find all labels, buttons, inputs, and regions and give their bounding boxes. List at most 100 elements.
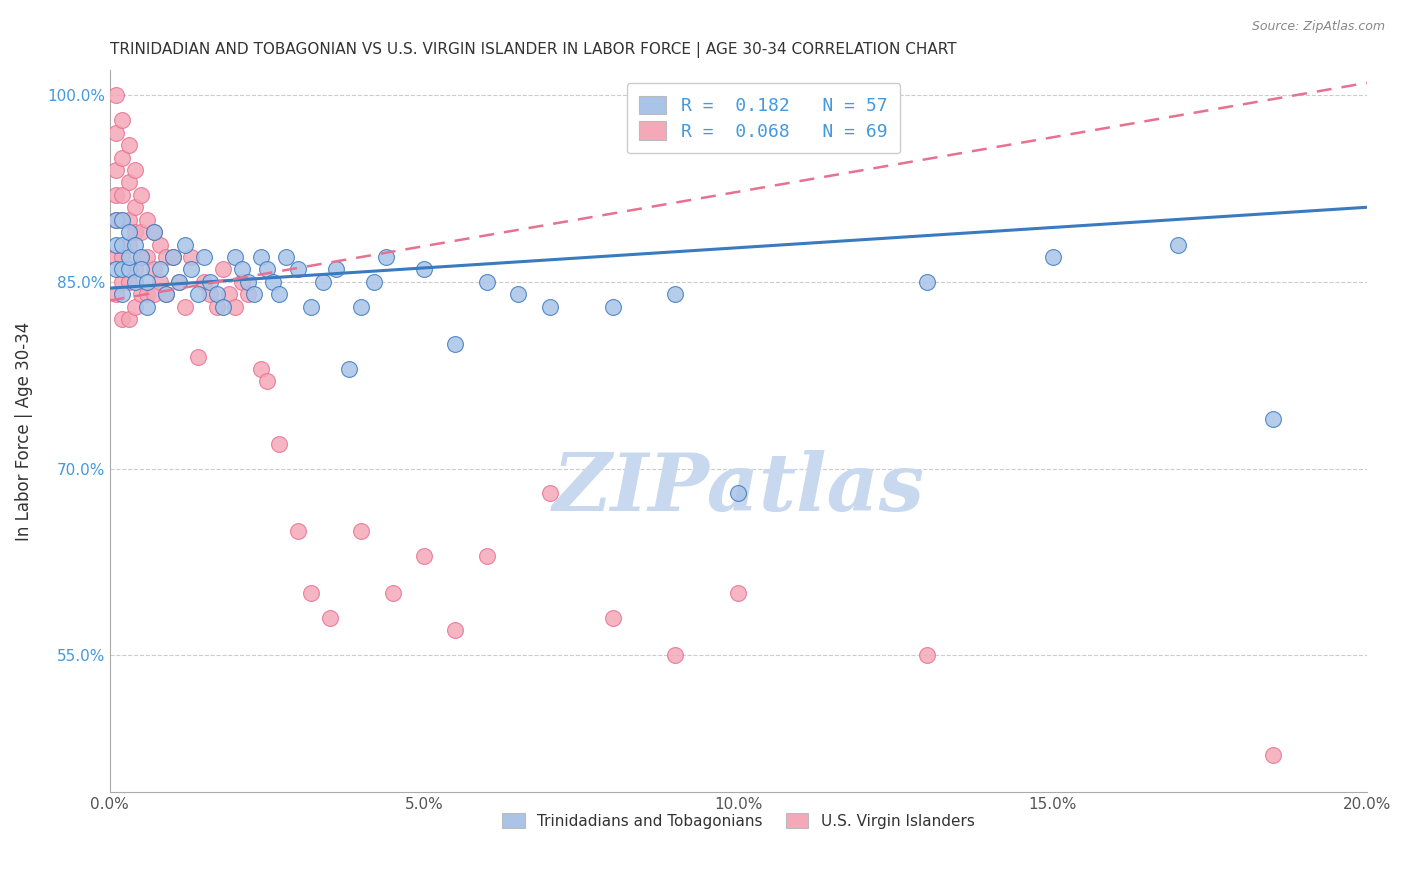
- Point: [413, 262, 436, 277]
- Point: [475, 549, 498, 563]
- Point: [105, 287, 128, 301]
- Point: [602, 611, 624, 625]
- Point: [350, 524, 373, 538]
- Point: [200, 287, 222, 301]
- Point: [218, 287, 240, 301]
- Point: [1261, 411, 1284, 425]
- Point: [444, 624, 467, 638]
- Point: [105, 163, 128, 178]
- Point: [136, 287, 159, 301]
- Point: [312, 275, 335, 289]
- Point: [149, 275, 172, 289]
- Point: [111, 312, 134, 326]
- Point: [124, 300, 146, 314]
- Point: [212, 300, 235, 314]
- Point: [142, 225, 165, 239]
- Point: [174, 237, 197, 252]
- Point: [212, 262, 235, 277]
- Point: [1167, 237, 1189, 252]
- Point: [224, 250, 246, 264]
- Point: [299, 586, 322, 600]
- Point: [142, 262, 165, 277]
- Point: [149, 237, 172, 252]
- Point: [124, 225, 146, 239]
- Point: [105, 187, 128, 202]
- Point: [193, 250, 215, 264]
- Point: [162, 250, 184, 264]
- Point: [111, 187, 134, 202]
- Point: [124, 237, 146, 252]
- Point: [187, 350, 209, 364]
- Point: [243, 287, 266, 301]
- Point: [105, 126, 128, 140]
- Point: [262, 275, 284, 289]
- Point: [167, 275, 190, 289]
- Point: [124, 200, 146, 214]
- Point: [538, 300, 561, 314]
- Point: [508, 287, 530, 301]
- Text: Source: ZipAtlas.com: Source: ZipAtlas.com: [1251, 20, 1385, 33]
- Point: [117, 275, 139, 289]
- Point: [375, 250, 398, 264]
- Point: [111, 212, 134, 227]
- Point: [350, 300, 373, 314]
- Point: [129, 187, 152, 202]
- Legend: Trinidadians and Tobagonians, U.S. Virgin Islanders: Trinidadians and Tobagonians, U.S. Virgi…: [496, 806, 980, 835]
- Point: [117, 262, 139, 277]
- Point: [299, 300, 322, 314]
- Point: [180, 250, 202, 264]
- Point: [142, 225, 165, 239]
- Point: [249, 362, 271, 376]
- Text: ZIPatlas: ZIPatlas: [553, 450, 924, 528]
- Point: [915, 275, 938, 289]
- Point: [111, 237, 134, 252]
- Point: [155, 287, 177, 301]
- Point: [1261, 747, 1284, 762]
- Point: [325, 262, 347, 277]
- Y-axis label: In Labor Force | Age 30-34: In Labor Force | Age 30-34: [15, 322, 32, 541]
- Point: [136, 212, 159, 227]
- Point: [727, 486, 749, 500]
- Point: [319, 611, 342, 625]
- Point: [111, 275, 134, 289]
- Point: [475, 275, 498, 289]
- Point: [105, 212, 128, 227]
- Point: [111, 113, 134, 128]
- Point: [105, 88, 128, 103]
- Point: [236, 275, 259, 289]
- Point: [117, 225, 139, 239]
- Point: [129, 225, 152, 239]
- Point: [117, 237, 139, 252]
- Point: [111, 151, 134, 165]
- Point: [256, 375, 278, 389]
- Point: [193, 275, 215, 289]
- Point: [105, 237, 128, 252]
- Point: [149, 262, 172, 277]
- Point: [231, 262, 253, 277]
- Point: [413, 549, 436, 563]
- Point: [337, 362, 360, 376]
- Point: [136, 250, 159, 264]
- Point: [602, 300, 624, 314]
- Point: [249, 250, 271, 264]
- Point: [236, 287, 259, 301]
- Point: [129, 287, 152, 301]
- Point: [111, 250, 134, 264]
- Point: [915, 648, 938, 662]
- Point: [269, 436, 291, 450]
- Point: [187, 287, 209, 301]
- Point: [117, 312, 139, 326]
- Point: [167, 275, 190, 289]
- Point: [200, 275, 222, 289]
- Point: [205, 300, 228, 314]
- Point: [136, 300, 159, 314]
- Point: [444, 337, 467, 351]
- Point: [124, 262, 146, 277]
- Point: [111, 212, 134, 227]
- Point: [117, 250, 139, 264]
- Point: [287, 524, 309, 538]
- Point: [231, 275, 253, 289]
- Point: [124, 163, 146, 178]
- Point: [727, 586, 749, 600]
- Point: [111, 287, 134, 301]
